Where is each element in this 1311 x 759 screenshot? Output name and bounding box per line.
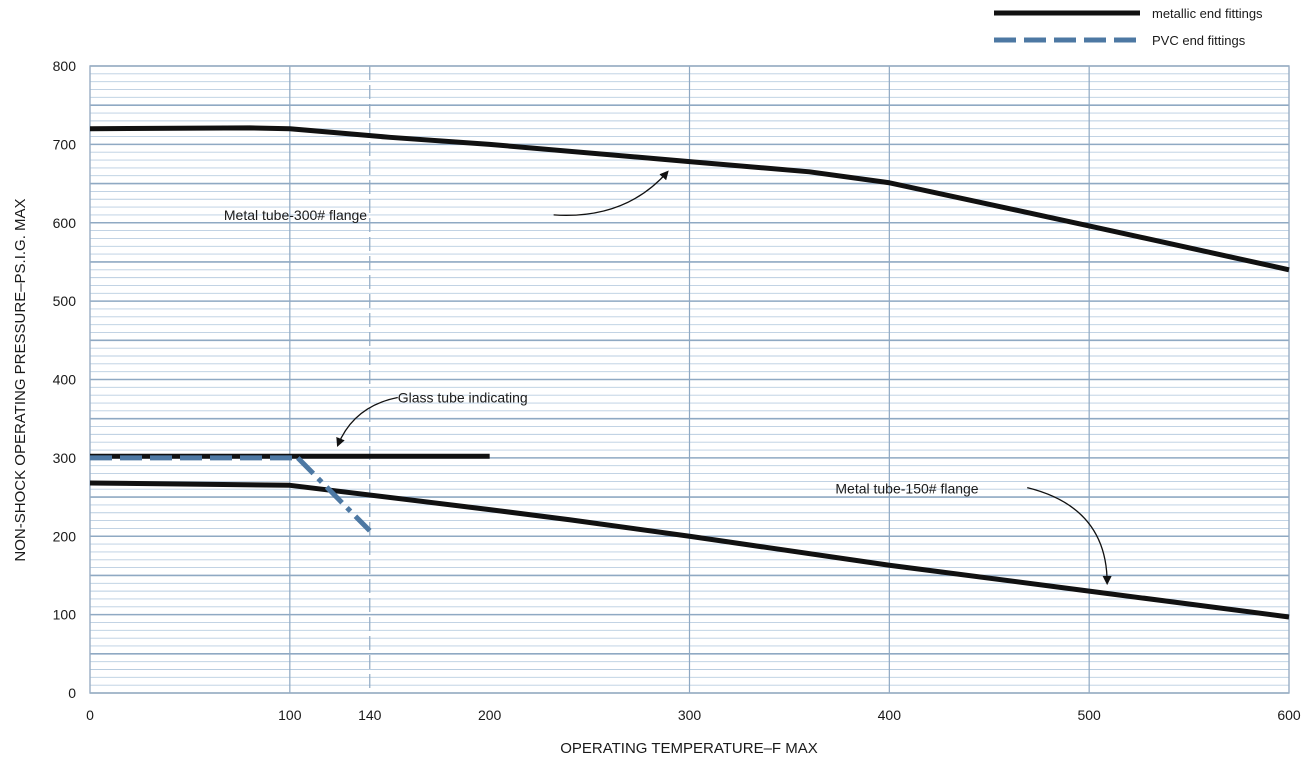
series-layer <box>89 125 1290 620</box>
y-tick-label: 100 <box>53 607 77 623</box>
y-tick-label: 500 <box>53 293 77 309</box>
x-tick-label: 600 <box>1277 707 1301 723</box>
x-tick-label: 500 <box>1077 707 1101 723</box>
y-axis-title: NON-SHOCK OPERATING PRESSURE–PS.I.G. MAX <box>12 198 29 561</box>
annotation-arrow <box>1027 487 1112 586</box>
y-tick-label: 400 <box>53 372 77 388</box>
series-line-pvc-dashdot <box>296 456 372 533</box>
annotation-label: Metal tube-300# flange <box>224 207 367 223</box>
y-tick-label: 600 <box>53 215 77 231</box>
x-tick-label: 200 <box>478 707 502 723</box>
x-tick-label: 300 <box>678 707 702 723</box>
series-line-metal-tube-150-flange <box>89 480 1290 620</box>
x-axis-title: OPERATING TEMPERATURE–F MAX <box>560 740 818 757</box>
legend-label-pvc: PVC end fittings <box>1152 33 1246 48</box>
y-tick-label: 700 <box>53 136 77 152</box>
grid-layer <box>89 65 1290 694</box>
plot-frame <box>89 65 1290 694</box>
annotation-arrow <box>336 396 398 448</box>
x-tick-label: 0 <box>86 707 94 723</box>
x-tick-label: 140 <box>358 707 382 723</box>
legend: metallic end fittings PVC end fittings <box>994 6 1263 48</box>
annotation-layer: Metal tube-300# flange Glass tube indicat… <box>224 170 1112 586</box>
legend-label-metallic: metallic end fittings <box>1152 6 1263 21</box>
y-tick-label: 800 <box>53 58 77 74</box>
annotation-label: Glass tube indicating <box>398 390 528 406</box>
x-tick-label: 400 <box>878 707 902 723</box>
y-tick-label: 0 <box>68 685 76 701</box>
annotation-label: Metal tube-150# flange <box>835 480 978 496</box>
y-tick-label: 200 <box>53 528 77 544</box>
annotation-arrow <box>553 170 669 216</box>
tick-label-layer: 0 100 140 200 300 400 500 600 0 100 200 300 400 500 60… <box>53 58 1301 723</box>
y-tick-label: 300 <box>53 450 77 466</box>
series-line-metal-tube-300-flange <box>89 125 1290 273</box>
x-tick-label: 100 <box>278 707 302 723</box>
